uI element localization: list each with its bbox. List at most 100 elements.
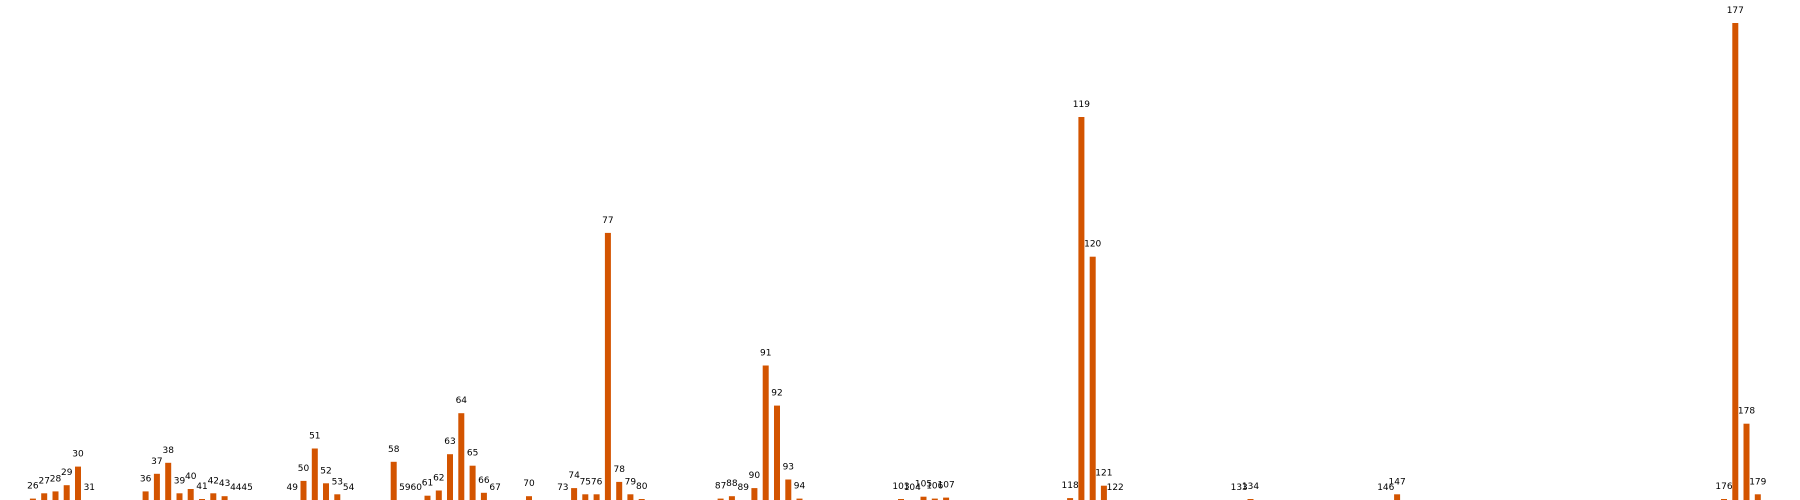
bar-label-62: 62 (433, 474, 444, 484)
bar-label-75: 75 (580, 477, 591, 487)
bar-label-29: 29 (61, 468, 73, 478)
bar-label-179: 179 (1749, 477, 1766, 487)
bar-29 (63, 485, 70, 500)
bar-78 (616, 481, 623, 500)
bar-label-91: 91 (760, 349, 771, 359)
bar-label-70: 70 (523, 479, 535, 489)
bar-label-50: 50 (298, 464, 310, 474)
bar-label-147: 147 (1389, 477, 1406, 487)
bar-30 (75, 466, 81, 500)
bar-70 (526, 496, 532, 500)
bar-label-64: 64 (456, 396, 468, 406)
bar-64 (458, 413, 465, 500)
bar-37 (153, 473, 160, 500)
bar-107 (943, 497, 950, 500)
bar-121 (1100, 485, 1107, 500)
bar-51 (311, 448, 318, 500)
bar-label-30: 30 (72, 450, 84, 460)
bar-53 (334, 494, 341, 500)
bar-label-94: 94 (794, 482, 806, 492)
bar-label-103: 103 (892, 482, 909, 492)
bar-label-39: 39 (174, 476, 186, 486)
bar-label-61: 61 (422, 479, 433, 489)
bar-label-87: 87 (715, 482, 726, 492)
bar-88 (728, 496, 735, 500)
bar-label-77: 77 (602, 216, 613, 226)
bar-label-92: 92 (771, 389, 782, 399)
bar-39 (176, 493, 183, 500)
bar-179 (1754, 494, 1761, 500)
bar-label-78: 78 (613, 465, 625, 475)
bar-label-63: 63 (444, 437, 455, 447)
bar-label-41: 41 (196, 482, 207, 492)
bar-label-54: 54 (343, 483, 355, 493)
bar-label-45: 45 (241, 483, 252, 493)
bar-label-90: 90 (749, 471, 761, 481)
bar-label-36: 36 (140, 474, 152, 484)
bar-106 (931, 498, 938, 500)
bar-61 (424, 495, 431, 500)
bar-177 (1732, 23, 1739, 500)
bar-50 (300, 480, 307, 500)
bar-label-88: 88 (726, 479, 738, 489)
bar-label-28: 28 (50, 474, 62, 484)
bar-label-31: 31 (84, 483, 95, 493)
bar-62 (435, 490, 442, 500)
bar-42 (210, 493, 217, 500)
bar-label-73: 73 (557, 483, 568, 493)
bar-76 (593, 494, 600, 500)
bar-label-178: 178 (1738, 407, 1755, 417)
bar-91 (762, 365, 769, 500)
bar-87 (717, 498, 724, 500)
bar-label-122: 122 (1107, 483, 1124, 493)
bar-label-176: 176 (1715, 482, 1732, 492)
bar-label-133: 133 (1231, 483, 1248, 493)
bar-label-76: 76 (591, 477, 603, 487)
bar-79 (627, 494, 634, 500)
bar-label-177: 177 (1727, 6, 1744, 16)
bar-178 (1743, 423, 1750, 500)
bar-label-44: 44 (230, 483, 242, 493)
bar-118 (1067, 498, 1074, 500)
bar-93 (785, 479, 792, 500)
bar-28 (52, 491, 59, 500)
bar-label-134: 134 (1242, 482, 1259, 492)
bar-75 (582, 494, 589, 500)
bar-65 (469, 465, 476, 500)
bar-label-42: 42 (208, 476, 219, 486)
bar-43 (221, 496, 228, 500)
bar-26 (29, 498, 36, 500)
bar-90 (751, 488, 758, 500)
bar-label-65: 65 (467, 449, 478, 459)
bar-label-67: 67 (489, 483, 500, 493)
bar-label-118: 118 (1062, 481, 1079, 491)
bar-label-106: 106 (926, 482, 943, 492)
bar-label-58: 58 (388, 445, 400, 455)
bar-label-104: 104 (904, 483, 921, 493)
bar-36 (142, 491, 149, 500)
bar-label-37: 37 (151, 457, 162, 467)
bar-label-53: 53 (332, 477, 343, 487)
bar-label-43: 43 (219, 479, 230, 489)
bar-119 (1078, 117, 1085, 500)
bar-label-120: 120 (1084, 240, 1101, 250)
bar-label-66: 66 (478, 476, 490, 486)
bar-label-146: 146 (1377, 483, 1394, 493)
bar-40 (187, 489, 194, 500)
bar-label-52: 52 (320, 466, 331, 476)
bar-label-49: 49 (286, 483, 298, 493)
bar-38 (165, 462, 172, 500)
bar-label-93: 93 (783, 463, 794, 473)
bar-label-119: 119 (1073, 100, 1090, 110)
bar-label-40: 40 (185, 472, 197, 482)
bar-label-51: 51 (309, 432, 320, 442)
bar-94 (796, 498, 803, 500)
bar-label-60: 60 (410, 483, 422, 493)
bar-label-107: 107 (938, 481, 955, 491)
bar-27 (41, 493, 48, 500)
bar-147 (1394, 494, 1401, 500)
bar-label-80: 80 (636, 482, 648, 492)
bar-label-74: 74 (568, 471, 580, 481)
bar-92 (774, 405, 780, 500)
